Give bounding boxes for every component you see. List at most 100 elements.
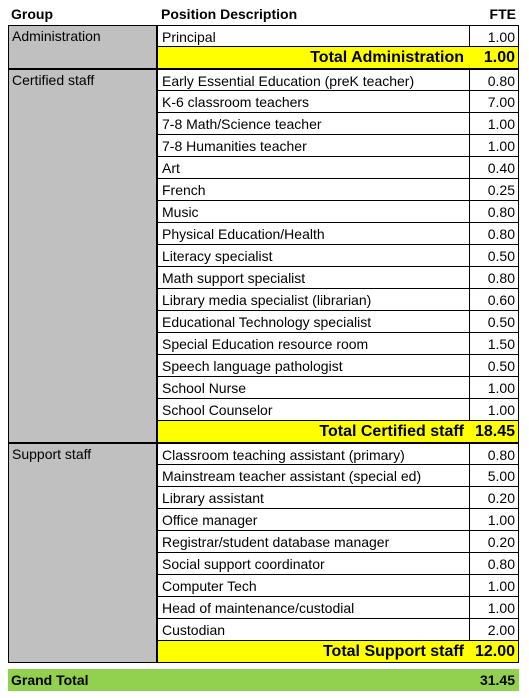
grand-total-label: Grand Total: [11, 672, 89, 688]
position-cell: Registrar/student database manager: [157, 531, 470, 553]
subtotal-label: Total Certified staff: [157, 421, 470, 443]
subtotal-fill: [157, 421, 519, 443]
table-row: K-6 classroom teachers 7.00: [0, 91, 529, 113]
subtotal-label: Total Support staff: [157, 641, 470, 663]
fte-cell: 7.00: [470, 91, 519, 113]
fte-cell: 5.00: [470, 465, 519, 487]
subtotal-value: 1.00: [470, 47, 519, 69]
fte-cell: 1.00: [470, 509, 519, 531]
table-row: French 0.25: [0, 179, 529, 201]
position-cell: French: [157, 179, 470, 201]
table-row: Head of maintenance/custodial 1.00: [0, 597, 529, 619]
fte-cell: 1.00: [470, 113, 519, 135]
subtotal-fill: [157, 47, 519, 69]
fte-cell: 0.80: [470, 223, 519, 245]
position-cell: Library media specialist (librarian): [157, 289, 470, 311]
table-row: Educational Technology specialist 0.50: [0, 311, 529, 333]
table-row: Special Education resource room 1.50: [0, 333, 529, 355]
header-fte: FTE: [489, 6, 516, 22]
subtotal-value: 12.00: [470, 641, 519, 663]
table-row: Office manager 1.00: [0, 509, 529, 531]
fte-cell: 0.80: [470, 267, 519, 289]
position-cell: Library assistant: [157, 487, 470, 509]
header-position: Position Description: [161, 6, 298, 22]
position-cell: Office manager: [157, 509, 470, 531]
fte-cell: 0.20: [470, 531, 519, 553]
table-row: Social support coordinator 0.80: [0, 553, 529, 575]
table-row: Music 0.80: [0, 201, 529, 223]
group-label: Certified staff: [8, 69, 157, 443]
table-row: School Nurse 1.00: [0, 377, 529, 399]
position-cell: Music: [157, 201, 470, 223]
fte-cell: 1.00: [470, 399, 519, 421]
fte-cell: 0.80: [470, 553, 519, 575]
fte-cell: 1.50: [470, 333, 519, 355]
table-row: Custodian 2.00: [0, 619, 529, 641]
subtotal-row: Total Support staff 12.00: [157, 641, 519, 663]
fte-cell: 0.25: [470, 179, 519, 201]
position-cell: Principal: [157, 25, 470, 47]
fte-cell: 1.00: [470, 135, 519, 157]
grand-total-row: Grand Total 31.45: [8, 669, 519, 691]
group-label: Support staff: [8, 443, 157, 663]
position-cell: Head of maintenance/custodial: [157, 597, 470, 619]
subtotal-value: 18.45: [470, 421, 519, 443]
position-cell: Social support coordinator: [157, 553, 470, 575]
header-row: Group Position Description FTE: [0, 3, 529, 25]
position-cell: Early Essential Education (preK teacher): [157, 69, 470, 91]
table-row: Computer Tech 1.00: [0, 575, 529, 597]
subtotal-row: Total Administration 1.00: [157, 47, 519, 69]
table-row: Early Essential Education (preK teacher)…: [0, 69, 529, 91]
table-row: Math support specialist 0.80: [0, 267, 529, 289]
table-row: Library media specialist (librarian) 0.60: [0, 289, 529, 311]
position-cell: Literacy specialist: [157, 245, 470, 267]
position-cell: School Counselor: [157, 399, 470, 421]
fte-cell: 0.50: [470, 245, 519, 267]
fte-cell: 0.50: [470, 311, 519, 333]
fte-cell: 0.60: [470, 289, 519, 311]
group-label: Administration: [8, 25, 157, 69]
fte-cell: 0.20: [470, 487, 519, 509]
fte-cell: 1.00: [470, 25, 519, 47]
position-cell: 7-8 Humanities teacher: [157, 135, 470, 157]
fte-cell: 0.80: [470, 201, 519, 223]
position-cell: Math support specialist: [157, 267, 470, 289]
table-row: Speech language pathologist 0.50: [0, 355, 529, 377]
table-row: School Counselor 1.00: [0, 399, 529, 421]
fte-cell: 1.00: [470, 377, 519, 399]
table-row: 7-8 Humanities teacher 1.00: [0, 135, 529, 157]
table-row: Classroom teaching assistant (primary) 0.…: [0, 443, 529, 465]
grand-total-value: 31.45: [479, 672, 515, 688]
fte-cell: 0.80: [470, 69, 519, 91]
position-cell: Mainstream teacher assistant (special ed…: [157, 465, 470, 487]
position-cell: Custodian: [157, 619, 470, 641]
table-row: Principal 1.00: [0, 25, 529, 47]
fte-cell: 0.50: [470, 355, 519, 377]
header-group: Group: [11, 6, 53, 22]
position-cell: K-6 classroom teachers: [157, 91, 470, 113]
position-cell: School Nurse: [157, 377, 470, 399]
position-cell: Classroom teaching assistant (primary): [157, 443, 470, 465]
fte-cell: 1.00: [470, 575, 519, 597]
table-row: Registrar/student database manager 0.20: [0, 531, 529, 553]
position-cell: Physical Education/Health: [157, 223, 470, 245]
subtotal-fill: [157, 641, 519, 663]
position-cell: Special Education resource room: [157, 333, 470, 355]
position-cell: Art: [157, 157, 470, 179]
table-row: Physical Education/Health 0.80: [0, 223, 529, 245]
table-row: Library assistant 0.20: [0, 487, 529, 509]
position-cell: Computer Tech: [157, 575, 470, 597]
table-row: 7-8 Math/Science teacher 1.00: [0, 113, 529, 135]
position-cell: Educational Technology specialist: [157, 311, 470, 333]
subtotal-label: Total Administration: [157, 47, 470, 69]
fte-cell: 2.00: [470, 619, 519, 641]
table-row: Literacy specialist 0.50: [0, 245, 529, 267]
position-cell: 7-8 Math/Science teacher: [157, 113, 470, 135]
table-row: Mainstream teacher assistant (special ed…: [0, 465, 529, 487]
fte-cell: 0.40: [470, 157, 519, 179]
fte-cell: 1.00: [470, 597, 519, 619]
subtotal-row: Total Certified staff 18.45: [157, 421, 519, 443]
position-cell: Speech language pathologist: [157, 355, 470, 377]
fte-cell: 0.80: [470, 443, 519, 465]
table-row: Art 0.40: [0, 157, 529, 179]
